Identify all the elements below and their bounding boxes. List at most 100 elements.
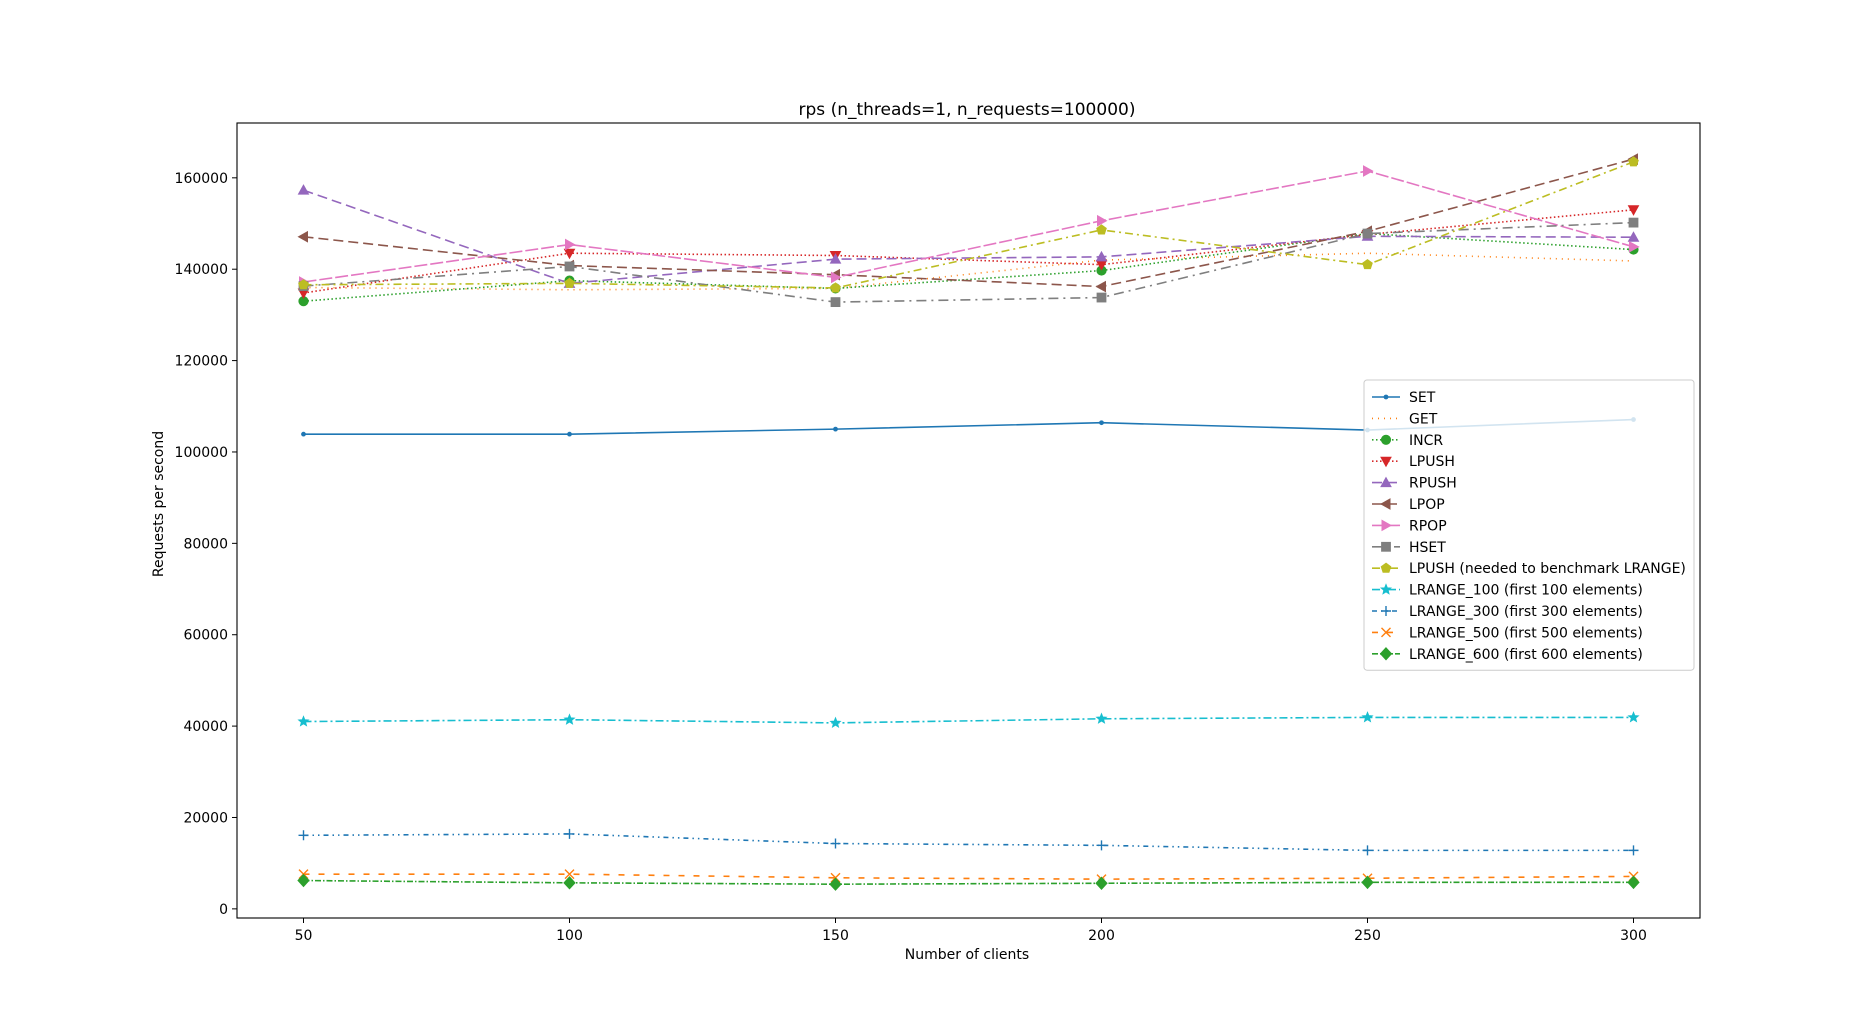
series-line [303,873,1634,880]
x-tick-label: 100 [556,928,583,944]
x-tick-label: 250 [1354,928,1381,944]
legend-item: RPOP [1372,518,1447,534]
plot-area-frame [236,122,1701,919]
data-point [1097,214,1108,227]
legend-swatch-marker [1381,627,1391,638]
series-line [303,158,1634,288]
legend-swatch-marker [1379,583,1393,595]
legend-swatch-marker [1379,498,1391,510]
data-point [1362,228,1373,239]
legend-item: GET [1372,411,1438,427]
y-tick-label: 100000 [175,445,228,461]
x-tick-label: 150 [822,928,849,944]
data-point [563,876,576,890]
legend-swatch-marker [1380,562,1392,573]
legend-label: HSET [1409,540,1446,556]
data-point [829,877,842,891]
data-point [1096,292,1107,303]
legend-item: LRANGE_600 (first 600 elements) [1372,647,1643,663]
legend-label: LRANGE_100 (first 100 elements) [1409,583,1643,599]
series-lpop [297,153,1638,293]
series-rpop [299,165,1640,288]
y-tick-label: 80000 [183,536,228,552]
x-tick-label: 200 [1088,928,1115,944]
y-tick-label: 20000 [183,810,228,826]
data-point [1627,231,1640,242]
series-line [303,189,1634,285]
data-point [298,830,309,841]
data-point [1362,259,1373,270]
y-tick-label: 0 [219,902,228,918]
series-lpush-needed-to-benchmark-lrange [298,156,1639,293]
legend-item: LRANGE_500 (first 500 elements) [1372,625,1643,641]
data-point [1095,876,1108,891]
legend-item: SET [1372,390,1436,406]
legend-label: SET [1409,390,1436,406]
data-point [1099,420,1104,426]
series-lrange-600-first-600-elements [297,873,1640,891]
y-tick-label: 140000 [175,262,228,278]
data-point [1627,205,1640,216]
data-point [563,248,576,260]
data-point [1096,840,1107,851]
series-lrange-100-first-100-elements [297,711,1640,729]
legend-label: LPOP [1409,497,1445,513]
legend-label: LRANGE_600 (first 600 elements) [1409,647,1643,663]
data-point [563,713,576,725]
data-point [564,828,575,839]
data-point [833,426,838,432]
legend: SET GET INCR LPUSH RPUSH LPOP RPOP HSET LPUSH (n… [1363,379,1695,671]
data-point [1095,250,1108,262]
series-hset [298,217,1639,308]
data-point [297,230,308,243]
series-lrange-300-first-300-elements [298,828,1639,856]
legend-swatch-marker [1380,434,1392,445]
data-point [1627,711,1640,723]
legend-swatch-marker [1380,456,1392,468]
legend-swatch-marker [1379,647,1393,661]
legend-label: LRANGE_300 (first 300 elements) [1409,604,1643,620]
legend-swatch-marker [1381,541,1391,552]
series-rpush [297,184,1640,288]
series-line [303,232,1634,302]
data-point [1629,240,1640,253]
data-point [1361,711,1374,723]
legend-swatch-marker [1380,476,1392,488]
data-point [830,297,841,308]
data-point [829,253,842,264]
series-line [303,716,1634,724]
data-point [297,873,310,888]
data-point [829,716,842,729]
legend-item: HSET [1372,540,1446,556]
series-line [303,221,1634,303]
legend-box [1363,379,1695,671]
data-point [1628,845,1639,856]
data-point [301,431,306,437]
chart-title: rps (n_threads=1, n_requests=100000) [799,100,1136,120]
data-point [1363,165,1374,177]
data-point [565,238,576,251]
series-line [303,209,1634,294]
y-tick-label: 40000 [183,719,228,735]
series-line [303,170,1634,283]
plot-data [297,153,1640,891]
data-point [831,271,842,284]
legend-label: GET [1409,411,1438,427]
data-point [567,431,572,437]
legend-item: RPUSH [1372,476,1457,492]
y-tick-label: 120000 [175,354,228,370]
data-point [1628,156,1639,167]
data-point [297,715,310,727]
data-point [1628,217,1639,228]
legend-label: RPUSH [1409,476,1457,492]
series-line [303,879,1634,885]
x-tick-label: 300 [1620,928,1647,944]
series-lpush [297,205,1640,299]
data-point [564,277,575,288]
data-point [830,282,841,293]
data-point [1095,712,1108,724]
legend-item: LPOP [1372,497,1445,513]
data-point [297,184,310,195]
data-point [298,279,309,290]
data-point [830,838,841,849]
